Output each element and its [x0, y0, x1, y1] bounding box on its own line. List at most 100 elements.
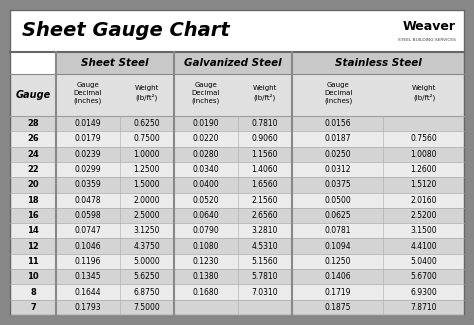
Text: Sheet Steel: Sheet Steel [81, 58, 149, 68]
Text: 1.0000: 1.0000 [134, 150, 160, 159]
Text: 2.5000: 2.5000 [134, 211, 160, 220]
Text: 6.8750: 6.8750 [134, 288, 160, 296]
Text: Weight
(lb/ft²): Weight (lb/ft²) [253, 85, 277, 101]
Bar [292, 74, 464, 116]
Text: 7.8710: 7.8710 [410, 303, 437, 312]
Text: 4.4100: 4.4100 [410, 241, 437, 251]
Text: Weight
(lb/ft²): Weight (lb/ft²) [412, 85, 437, 101]
Text: 0.7810: 0.7810 [252, 119, 278, 128]
Text: 2.0000: 2.0000 [134, 196, 160, 205]
Text: 0.0239: 0.0239 [74, 150, 101, 159]
Bar [292, 52, 464, 74]
Text: 8: 8 [30, 288, 36, 296]
Bar [10, 192, 464, 208]
Text: 0.0190: 0.0190 [192, 119, 219, 128]
Text: 0.0187: 0.0187 [324, 135, 351, 143]
Text: 7.5000: 7.5000 [134, 303, 160, 312]
Text: 0.9060: 0.9060 [252, 135, 278, 143]
Bar [56, 52, 174, 74]
Bar [10, 269, 464, 284]
Text: Gauge
Decimal
(inches): Gauge Decimal (inches) [191, 82, 220, 104]
Text: 0.1680: 0.1680 [192, 288, 219, 296]
Text: 0.0340: 0.0340 [192, 165, 219, 174]
Bar [10, 208, 464, 223]
Text: 2.1560: 2.1560 [252, 196, 278, 205]
Text: 22: 22 [27, 165, 39, 174]
Bar [10, 223, 464, 239]
Text: 24: 24 [27, 150, 39, 159]
Text: 5.6700: 5.6700 [410, 272, 437, 281]
Text: 0.0625: 0.0625 [324, 211, 351, 220]
Text: 0.0299: 0.0299 [74, 165, 101, 174]
Text: 0.0375: 0.0375 [324, 180, 351, 189]
Text: 3.1250: 3.1250 [134, 226, 160, 235]
Text: 28: 28 [27, 119, 39, 128]
Bar [174, 74, 292, 116]
Bar [10, 147, 464, 162]
Text: 0.0790: 0.0790 [192, 226, 219, 235]
Text: 0.0179: 0.0179 [74, 135, 101, 143]
Bar [10, 239, 464, 254]
Text: 0.0220: 0.0220 [192, 135, 219, 143]
Bar [10, 300, 464, 315]
Bar [10, 177, 464, 192]
Text: 20: 20 [27, 180, 39, 189]
Text: 0.1793: 0.1793 [74, 303, 101, 312]
Text: 1.2500: 1.2500 [134, 165, 160, 174]
Text: 0.0598: 0.0598 [74, 211, 101, 220]
Text: 0.0781: 0.0781 [324, 226, 351, 235]
Bar [10, 131, 464, 147]
Text: 0.0520: 0.0520 [192, 196, 219, 205]
Text: 0.1875: 0.1875 [324, 303, 351, 312]
Text: 0.1080: 0.1080 [192, 241, 219, 251]
Bar [10, 284, 464, 300]
Text: 2.5200: 2.5200 [410, 211, 437, 220]
Bar [56, 74, 174, 116]
Text: 0.1345: 0.1345 [74, 272, 101, 281]
Text: 0.1094: 0.1094 [324, 241, 351, 251]
Text: 2.6560: 2.6560 [252, 211, 278, 220]
Text: 12: 12 [27, 241, 39, 251]
Text: 1.5120: 1.5120 [410, 180, 437, 189]
Text: 2.0160: 2.0160 [410, 196, 437, 205]
Text: 0.0312: 0.0312 [324, 165, 351, 174]
Text: 4.5310: 4.5310 [252, 241, 278, 251]
Text: 0.0478: 0.0478 [74, 196, 101, 205]
Bar [10, 74, 56, 116]
Text: Weight
(lb/ft²): Weight (lb/ft²) [135, 85, 159, 101]
Text: 0.1644: 0.1644 [74, 288, 101, 296]
Text: 0.1196: 0.1196 [74, 257, 101, 266]
Text: 1.4060: 1.4060 [252, 165, 278, 174]
Text: 26: 26 [27, 135, 39, 143]
Text: 0.0640: 0.0640 [192, 211, 219, 220]
Text: Gauge: Gauge [15, 90, 51, 100]
Text: 0.0250: 0.0250 [324, 150, 351, 159]
Text: Sheet Gauge Chart: Sheet Gauge Chart [22, 21, 230, 40]
Text: 0.7560: 0.7560 [410, 135, 437, 143]
Text: 3.2810: 3.2810 [252, 226, 278, 235]
Text: 0.1380: 0.1380 [192, 272, 219, 281]
Text: 5.6250: 5.6250 [134, 272, 160, 281]
Text: 0.1250: 0.1250 [324, 257, 351, 266]
Text: 6.9300: 6.9300 [410, 288, 437, 296]
Text: 11: 11 [27, 257, 39, 266]
Text: 0.1230: 0.1230 [192, 257, 219, 266]
Text: 10: 10 [27, 272, 39, 281]
Text: 0.1719: 0.1719 [324, 288, 351, 296]
Text: 7.0310: 7.0310 [252, 288, 278, 296]
Text: Stainless Steel: Stainless Steel [335, 58, 421, 68]
Text: 14: 14 [27, 226, 39, 235]
Text: 0.0156: 0.0156 [324, 119, 351, 128]
Text: 0.0747: 0.0747 [74, 226, 101, 235]
Text: 1.5000: 1.5000 [134, 180, 160, 189]
Text: 0.1046: 0.1046 [74, 241, 101, 251]
Text: 0.0400: 0.0400 [192, 180, 219, 189]
Text: 5.0400: 5.0400 [410, 257, 437, 266]
Text: 0.0500: 0.0500 [324, 196, 351, 205]
Text: STEEL BUILDING SERVICES: STEEL BUILDING SERVICES [398, 38, 456, 42]
Text: 4.3750: 4.3750 [134, 241, 160, 251]
Text: 0.0359: 0.0359 [74, 180, 101, 189]
Text: 5.1560: 5.1560 [252, 257, 278, 266]
Text: 0.6250: 0.6250 [134, 119, 160, 128]
Text: 5.7810: 5.7810 [252, 272, 278, 281]
